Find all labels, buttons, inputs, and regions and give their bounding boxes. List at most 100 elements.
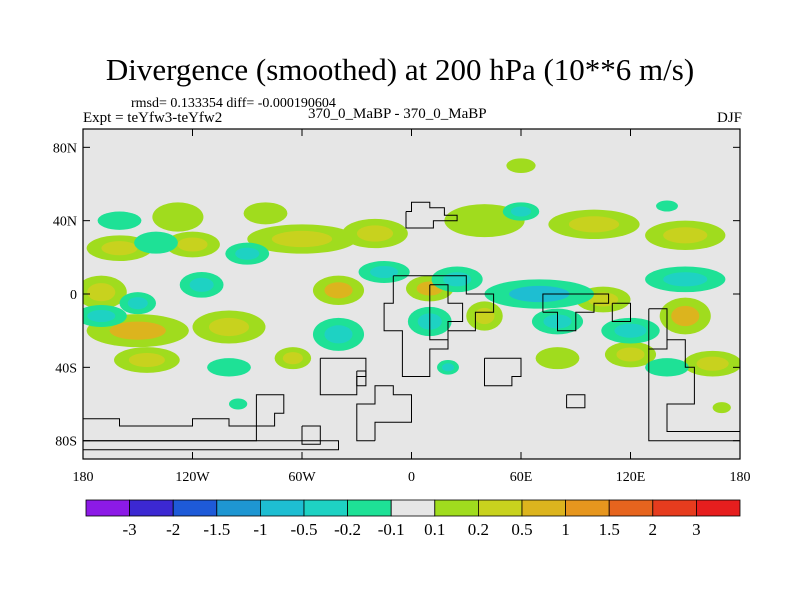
colorbar-swatch <box>303 499 348 517</box>
coastline-12 <box>648 339 740 442</box>
x-tick-label: 0 <box>408 470 415 485</box>
field-core-24 <box>235 247 260 260</box>
colorbar-label: -0.2 <box>334 520 361 539</box>
field-core-26 <box>443 272 472 287</box>
field-core-16 <box>208 317 250 337</box>
field-core-20 <box>696 356 729 371</box>
colorbar-swatch <box>434 499 479 517</box>
stats-label: rmsd= 0.133354 diff= -0.000190604 <box>131 96 336 111</box>
colorbar-swatch <box>477 499 523 517</box>
y-tick-label: 40N <box>53 215 77 230</box>
field-core-4 <box>271 230 333 248</box>
colorbar-swatch <box>172 499 218 517</box>
field-core-27 <box>509 285 570 303</box>
coastline-14 <box>83 440 339 451</box>
field-core-2 <box>177 237 208 252</box>
chart-title: Divergence (smoothed) at 200 hPa (10**6 … <box>105 52 695 87</box>
colorbar-label: 0.2 <box>468 520 489 539</box>
colorbar: -3 -2 -1.5 -1 -0.5 -0.2 -0.1 0.1 0.2 0.5 1 1.5 2 3 <box>85 499 741 539</box>
colorbar-label: 1 <box>561 520 570 539</box>
colorbar-label: -1 <box>253 520 267 539</box>
season-label: DJF <box>716 110 742 126</box>
x-tick-label: 120E <box>616 470 646 485</box>
field-core-35 <box>614 323 647 338</box>
y-tick-label: 80N <box>53 141 77 156</box>
axes: 80N 40N 0 40S 80S 180 120W 60W 0 60E 120E 180 <box>53 129 751 485</box>
coastline-3 <box>429 284 464 341</box>
coastline-5 <box>542 293 610 332</box>
field-core-38 <box>510 206 532 217</box>
coastline-8 <box>255 394 285 427</box>
center-label: 370_0_MaBP - 370_0_MaBP <box>308 106 487 122</box>
y-tick-label: 40S <box>55 361 77 376</box>
colorbar-swatch <box>347 499 392 517</box>
x-tick-label: 120W <box>175 470 210 485</box>
field-blob-41 <box>656 200 678 212</box>
x-tick-label: 180 <box>73 470 94 485</box>
field-core-25 <box>370 265 399 279</box>
colorbar-label: -3 <box>123 520 137 539</box>
field-core-15 <box>109 321 166 340</box>
field-core-32 <box>324 325 353 344</box>
field-blob-40 <box>645 358 689 377</box>
colorbar-label: 0.5 <box>511 520 532 539</box>
colorbar-label: 0.1 <box>424 520 445 539</box>
coastline-13 <box>356 385 412 442</box>
coastline-0 <box>405 201 458 229</box>
field-blob-42 <box>229 398 248 410</box>
field-core-29 <box>87 309 116 323</box>
field-core-8 <box>663 227 708 244</box>
field-core-10 <box>324 282 353 299</box>
coastline-11 <box>356 370 367 387</box>
field-core-28 <box>663 272 708 287</box>
coastline-10 <box>301 425 321 445</box>
colorbar-swatch <box>608 499 654 517</box>
x-tick-label: 60E <box>510 470 533 485</box>
colorbar-label: 3 <box>692 520 701 539</box>
field-blob-23 <box>134 231 178 254</box>
field-blob-43 <box>712 402 731 414</box>
field-core-19 <box>616 347 645 362</box>
field-core-30 <box>127 297 148 310</box>
coastline-9 <box>83 418 257 442</box>
field-blob-22 <box>506 158 536 174</box>
experiment-label: Expt = teYfw3-teYfw2 <box>83 110 223 126</box>
coastline-4 <box>484 357 522 387</box>
field-blob-37 <box>207 358 251 377</box>
colorbar-swatch <box>696 499 741 517</box>
field-core-5 <box>356 225 394 242</box>
x-tick-label: 60W <box>288 470 316 485</box>
colorbar-swatch <box>521 499 566 517</box>
colorbar-swatch <box>129 499 174 517</box>
field-blob-36 <box>97 211 142 230</box>
coastline-1 <box>383 275 495 377</box>
colorbar-label: -0.1 <box>378 520 405 539</box>
divergence-field <box>83 158 740 414</box>
y-tick-label: 0 <box>70 288 77 303</box>
field-blob-3 <box>243 202 288 225</box>
coastlines <box>83 201 740 451</box>
field-core-14 <box>671 305 700 327</box>
colorbar-swatch <box>565 499 610 517</box>
field-blob-21 <box>535 347 580 370</box>
field-core-7 <box>568 216 620 233</box>
colorbar-swatch <box>216 499 261 517</box>
field-core-18 <box>282 352 303 365</box>
colorbar-swatch <box>390 499 436 517</box>
colorbar-swatch <box>259 499 305 517</box>
field-core-12 <box>474 307 495 325</box>
colorbar-swatch <box>85 499 130 517</box>
colorbar-label: -0.5 <box>291 520 318 539</box>
field-core-0 <box>101 241 138 256</box>
y-tick-label: 80S <box>55 435 77 450</box>
field-core-31 <box>189 277 214 292</box>
field-core-17 <box>128 352 165 368</box>
field-blob-1 <box>152 202 204 232</box>
field-core-39 <box>441 363 455 372</box>
colorbar-label: -1.5 <box>203 520 230 539</box>
colorbar-swatch <box>652 499 697 517</box>
colorbar-label: 1.5 <box>599 520 620 539</box>
coastline-6 <box>611 302 631 322</box>
colorbar-label: -2 <box>166 520 180 539</box>
